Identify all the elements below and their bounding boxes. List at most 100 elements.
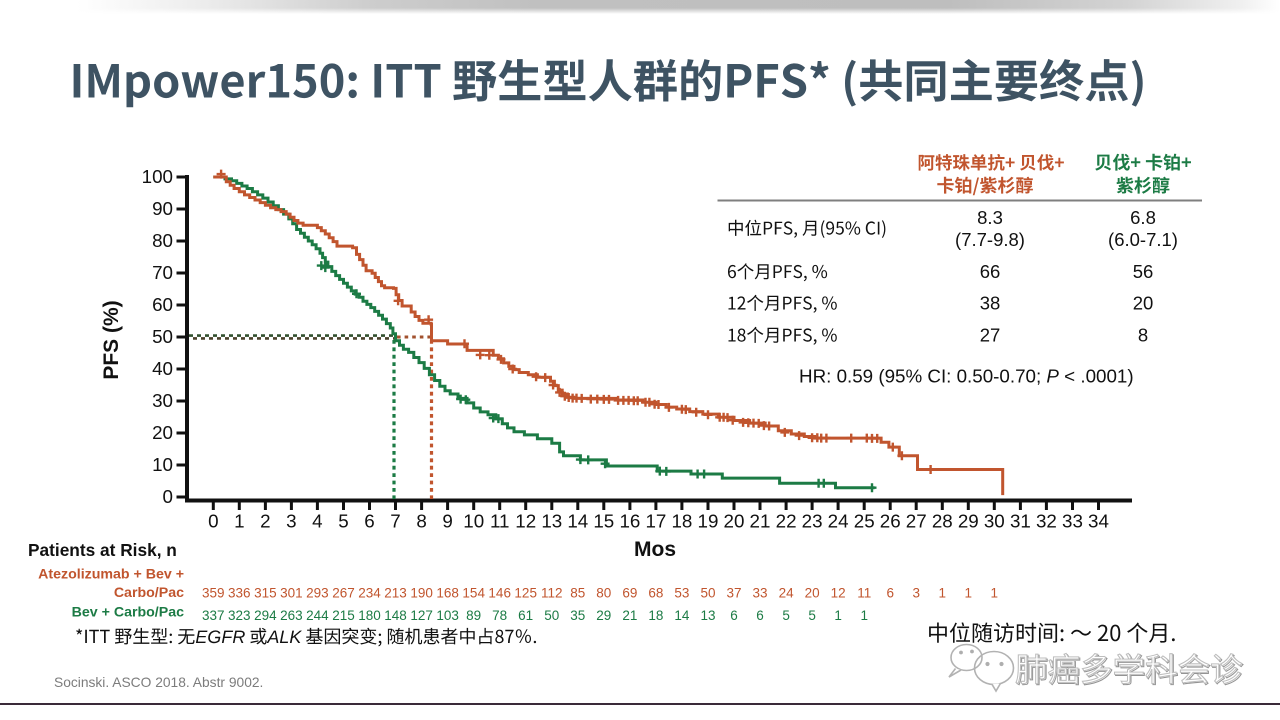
svg-text:(6.0-7.1): (6.0-7.1) — [1108, 229, 1178, 250]
svg-text:78: 78 — [492, 608, 507, 623]
svg-text:103: 103 — [436, 608, 459, 623]
svg-text:56: 56 — [1133, 261, 1154, 282]
svg-text:17: 17 — [645, 511, 666, 532]
svg-text:8: 8 — [416, 511, 426, 532]
svg-text:29: 29 — [958, 511, 979, 532]
svg-text:13: 13 — [541, 511, 562, 532]
svg-text:85: 85 — [570, 586, 585, 601]
svg-text:Bev + Carbo/Pac: Bev + Carbo/Pac — [72, 605, 184, 621]
svg-text:127: 127 — [410, 608, 433, 623]
svg-text:7: 7 — [390, 511, 400, 532]
svg-text:35: 35 — [570, 608, 585, 623]
svg-text:1: 1 — [860, 608, 868, 623]
svg-text:69: 69 — [622, 586, 637, 601]
svg-text:8.3: 8.3 — [977, 207, 1003, 228]
svg-text:70: 70 — [152, 262, 173, 283]
svg-text:20: 20 — [805, 586, 820, 601]
svg-text:Atezolizumab + Bev +: Atezolizumab + Bev + — [38, 567, 184, 583]
svg-text:0: 0 — [208, 511, 218, 532]
svg-text:13: 13 — [700, 608, 715, 623]
svg-text:4: 4 — [312, 511, 322, 532]
svg-text:61: 61 — [518, 608, 533, 623]
svg-text:34: 34 — [1088, 511, 1109, 532]
svg-text:154: 154 — [462, 586, 485, 601]
svg-text:20: 20 — [724, 511, 745, 532]
svg-text:234: 234 — [358, 586, 381, 601]
svg-text:40: 40 — [152, 358, 173, 379]
svg-text:21: 21 — [750, 511, 771, 532]
svg-text:33: 33 — [1062, 511, 1083, 532]
svg-text:60: 60 — [152, 294, 173, 315]
svg-text:37: 37 — [726, 586, 741, 601]
svg-text:3: 3 — [286, 511, 296, 532]
svg-text:1: 1 — [834, 608, 842, 623]
svg-text:(7.7-9.8): (7.7-9.8) — [955, 229, 1025, 250]
svg-text:1: 1 — [234, 511, 244, 532]
svg-text:6.8: 6.8 — [1130, 207, 1156, 228]
svg-text:6: 6 — [756, 608, 764, 623]
svg-text:80: 80 — [152, 230, 173, 251]
svg-text:14: 14 — [567, 511, 588, 532]
svg-text:80: 80 — [596, 586, 611, 601]
svg-text:294: 294 — [254, 608, 277, 623]
svg-text:180: 180 — [358, 608, 381, 623]
svg-text:146: 146 — [488, 586, 511, 601]
svg-text:30: 30 — [984, 511, 1005, 532]
svg-text:Patients at Risk, n: Patients at Risk, n — [28, 540, 177, 560]
svg-text:33: 33 — [752, 586, 767, 601]
svg-text:18: 18 — [648, 608, 663, 623]
svg-text:213: 213 — [384, 586, 407, 601]
svg-text:12: 12 — [831, 586, 846, 601]
svg-text:15: 15 — [593, 511, 614, 532]
svg-text:301: 301 — [280, 586, 303, 601]
svg-text:19: 19 — [698, 511, 719, 532]
svg-text:66: 66 — [980, 261, 1001, 282]
svg-text:125: 125 — [514, 586, 537, 601]
svg-text:68: 68 — [648, 586, 663, 601]
svg-text:14: 14 — [674, 608, 690, 623]
svg-text:23: 23 — [802, 511, 823, 532]
svg-text:190: 190 — [410, 586, 433, 601]
svg-text:25: 25 — [854, 511, 875, 532]
svg-text:89: 89 — [466, 608, 481, 623]
svg-text:1: 1 — [965, 586, 973, 601]
svg-text:6: 6 — [730, 608, 738, 623]
svg-text:168: 168 — [436, 586, 459, 601]
svg-text:HR: 0.59 (95% CI: 0.50-0.70; P: HR: 0.59 (95% CI: 0.50-0.70; P < .0001) — [799, 366, 1134, 387]
svg-text:24: 24 — [779, 586, 795, 601]
svg-text:6: 6 — [364, 511, 374, 532]
svg-text:50: 50 — [700, 586, 715, 601]
svg-text:22: 22 — [776, 511, 797, 532]
svg-text:21: 21 — [622, 608, 637, 623]
svg-text:215: 215 — [332, 608, 355, 623]
svg-text:PFS (%): PFS (%) — [100, 300, 123, 379]
svg-text:32: 32 — [1036, 511, 1057, 532]
svg-text:9: 9 — [442, 511, 452, 532]
svg-text:11: 11 — [857, 586, 871, 601]
svg-text:5: 5 — [808, 608, 816, 623]
svg-text:244: 244 — [306, 608, 329, 623]
svg-text:20: 20 — [1133, 293, 1154, 314]
svg-text:3: 3 — [912, 586, 920, 601]
svg-text:0: 0 — [163, 486, 173, 507]
svg-text:50: 50 — [544, 608, 559, 623]
svg-text:263: 263 — [280, 608, 303, 623]
svg-text:18: 18 — [671, 511, 692, 532]
svg-text:53: 53 — [674, 586, 689, 601]
svg-text:90: 90 — [152, 198, 173, 219]
svg-text:27: 27 — [980, 325, 1001, 346]
svg-text:100: 100 — [142, 166, 173, 187]
svg-text:24: 24 — [828, 511, 849, 532]
svg-text:30: 30 — [152, 390, 173, 411]
svg-text:148: 148 — [384, 608, 407, 623]
svg-text:1: 1 — [991, 586, 999, 601]
svg-text:2: 2 — [260, 511, 270, 532]
svg-text:5: 5 — [782, 608, 790, 623]
svg-text:5: 5 — [338, 511, 348, 532]
svg-text:315: 315 — [254, 586, 277, 601]
svg-text:16: 16 — [619, 511, 640, 532]
svg-text:1: 1 — [939, 586, 947, 601]
svg-text:337: 337 — [202, 608, 225, 623]
svg-text:323: 323 — [228, 608, 251, 623]
svg-text:336: 336 — [228, 586, 251, 601]
